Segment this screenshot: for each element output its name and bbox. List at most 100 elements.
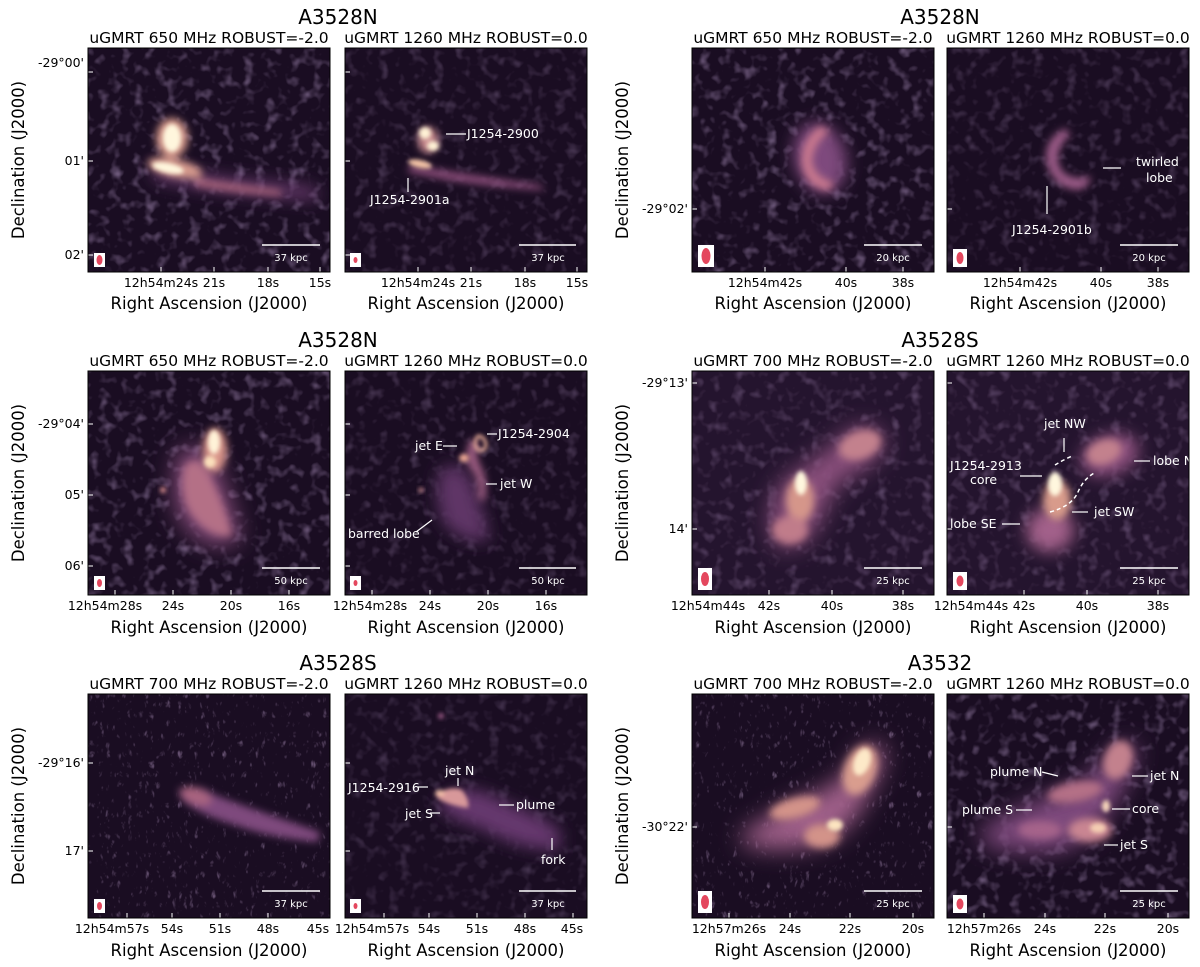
scale-bar-label: 25 kpc xyxy=(876,576,910,587)
x-tick-label: 12h54m28s xyxy=(68,598,142,613)
scale-bar-label: 37 kpc xyxy=(274,899,308,910)
x-tick-label: 38s xyxy=(1147,275,1169,290)
x-tick-label: 48s xyxy=(514,921,536,936)
group-title: A3528S xyxy=(901,328,978,352)
x-tick-label: 12h54m57s xyxy=(335,921,409,936)
x-tick-label: 24s xyxy=(162,598,184,613)
source-label: J1254-2904 xyxy=(497,426,570,441)
source-label: barred lobe xyxy=(348,526,420,541)
group-a3532: A3532 uGMRT 700 MHz ROBUST=-2.0 uGMRT 12… xyxy=(613,651,1190,960)
x-tick-label: 20s xyxy=(220,598,242,613)
x-tick-label: 22s xyxy=(1094,921,1116,936)
y-axis-label: Declination (J2000) xyxy=(613,404,632,562)
x-axis-label: Right Ascension (J2000) xyxy=(111,618,308,637)
radio-image-panel: 20 kpc xyxy=(692,48,934,272)
y-axis-label: Declination (J2000) xyxy=(9,727,28,885)
x-tick-label: 45s xyxy=(561,921,583,936)
panel-title: uGMRT 1260 MHz ROBUST=0.0 xyxy=(946,352,1190,370)
source-label: plume S xyxy=(962,802,1013,817)
y-tick-label: -29°02' xyxy=(642,201,688,216)
source-label: jet S xyxy=(1119,837,1148,852)
source-label: core xyxy=(970,472,997,487)
scale-bar-label: 25 kpc xyxy=(1132,899,1166,910)
radio-image-panel: 20 kpc twirled lobe J1254-2901b xyxy=(947,48,1189,272)
x-tick-label: 38s xyxy=(892,598,914,613)
source-label: fork xyxy=(541,852,566,867)
x-tick-label: 15s xyxy=(309,275,331,290)
y-tick-label: 17' xyxy=(65,843,84,858)
source-label: jet N xyxy=(1149,768,1179,783)
x-tick-label: 12h54m24s xyxy=(381,275,455,290)
source-label: lobe xyxy=(1146,170,1173,185)
x-tick-label: 21s xyxy=(460,275,482,290)
source-label: J1254-2900 xyxy=(466,126,539,141)
panel-title: uGMRT 1260 MHz ROBUST=0.0 xyxy=(344,675,588,693)
source-label: jet S xyxy=(404,806,433,821)
panel-title: uGMRT 650 MHz ROBUST=-2.0 xyxy=(89,29,328,47)
panel-title: uGMRT 1260 MHz ROBUST=0.0 xyxy=(344,352,588,370)
radio-image-panel: 25 kpc xyxy=(692,694,934,918)
scale-bar-label: 37 kpc xyxy=(531,253,565,264)
y-tick-label: 06' xyxy=(65,558,84,573)
source-label: J1254-2916 xyxy=(347,780,420,795)
x-tick-label: 12h57m26s xyxy=(947,921,1021,936)
source-label: lobe SE xyxy=(950,516,997,531)
x-axis-label: Right Ascension (J2000) xyxy=(368,941,565,960)
source-label: jet E xyxy=(414,438,443,453)
y-tick-label: -29°13' xyxy=(642,375,688,390)
y-axis-label: Declination (J2000) xyxy=(613,727,632,885)
group-a3528n-3: A3528N uGMRT 650 MHz ROBUST=-2.0 uGMRT 1… xyxy=(9,328,588,637)
panel-title: uGMRT 650 MHz ROBUST=-2.0 xyxy=(89,352,328,370)
y-axis-label: Declination (J2000) xyxy=(9,404,28,562)
x-tick-label: 54s xyxy=(418,921,440,936)
x-tick-label: 40s xyxy=(835,275,857,290)
source-label: jet N xyxy=(444,763,474,778)
group-a3528n-2: A3528N uGMRT 650 MHz ROBUST=-2.0 uGMRT 1… xyxy=(613,5,1190,313)
radio-image-panel: 25 kpc jet NW J1254-2913 core lobe N jet… xyxy=(947,371,1193,595)
panel-title: uGMRT 1260 MHz ROBUST=0.0 xyxy=(946,29,1190,47)
y-tick-label: -29°04' xyxy=(38,416,84,431)
x-tick-label: 12h54m28s xyxy=(333,598,407,613)
scale-bar-label: 37 kpc xyxy=(274,253,308,264)
radio-image-panel: 37 kpc J1254-2900 J1254-2901a xyxy=(345,48,587,272)
radio-image-panel: 50 kpc xyxy=(88,371,330,595)
radio-image-panel: 25 kpc plume N jet N plume S core jet S xyxy=(947,694,1189,918)
x-tick-label: 51s xyxy=(209,921,231,936)
group-title: A3528N xyxy=(298,328,378,352)
x-tick-label: 20s xyxy=(477,598,499,613)
source-label: twirled xyxy=(1136,154,1179,169)
x-tick-label: 54s xyxy=(161,921,183,936)
y-tick-label: 14' xyxy=(669,521,688,536)
scale-bar-label: 20 kpc xyxy=(1132,253,1166,264)
group-a3528n-1: A3528N uGMRT 650 MHz ROBUST=-2.0 uGMRT 1… xyxy=(9,5,588,313)
source-label: lobe N xyxy=(1153,453,1193,468)
panel-title: uGMRT 700 MHz ROBUST=-2.0 xyxy=(693,675,932,693)
x-tick-label: 18s xyxy=(514,275,536,290)
radio-image-panel: 37 kpc jet N J1254-2916 plume jet S fork xyxy=(345,694,587,918)
x-tick-label: 12h54m44s xyxy=(934,598,1008,613)
group-a3528s-1: A3528S uGMRT 700 MHz ROBUST=-2.0 uGMRT 1… xyxy=(613,328,1193,637)
y-axis-label: Declination (J2000) xyxy=(613,81,632,239)
x-axis-label: Right Ascension (J2000) xyxy=(715,294,912,313)
x-tick-label: 42s xyxy=(1013,598,1035,613)
source-label: J1254-2901b xyxy=(1011,222,1092,237)
source-label: jet NW xyxy=(1043,416,1086,431)
panel-title: uGMRT 1260 MHz ROBUST=0.0 xyxy=(946,675,1190,693)
y-tick-label: -29°16' xyxy=(38,755,84,770)
panel-title: uGMRT 1260 MHz ROBUST=0.0 xyxy=(344,29,588,47)
panel-title: uGMRT 700 MHz ROBUST=-2.0 xyxy=(693,352,932,370)
group-title: A3528N xyxy=(298,5,378,29)
x-tick-label: 20s xyxy=(1157,921,1179,936)
x-tick-label: 48s xyxy=(257,921,279,936)
x-tick-label: 45s xyxy=(307,921,329,936)
y-tick-label: 05' xyxy=(65,487,84,502)
source-label: core xyxy=(1132,801,1159,816)
radio-image-panel: 37 kpc xyxy=(88,48,330,272)
x-axis-label: Right Ascension (J2000) xyxy=(970,294,1167,313)
scale-bar-label: 37 kpc xyxy=(531,899,565,910)
x-tick-label: 38s xyxy=(1147,598,1169,613)
source-label: jet SW xyxy=(1093,504,1134,519)
scale-bar-label: 50 kpc xyxy=(274,576,308,587)
x-axis-label: Right Ascension (J2000) xyxy=(111,294,308,313)
